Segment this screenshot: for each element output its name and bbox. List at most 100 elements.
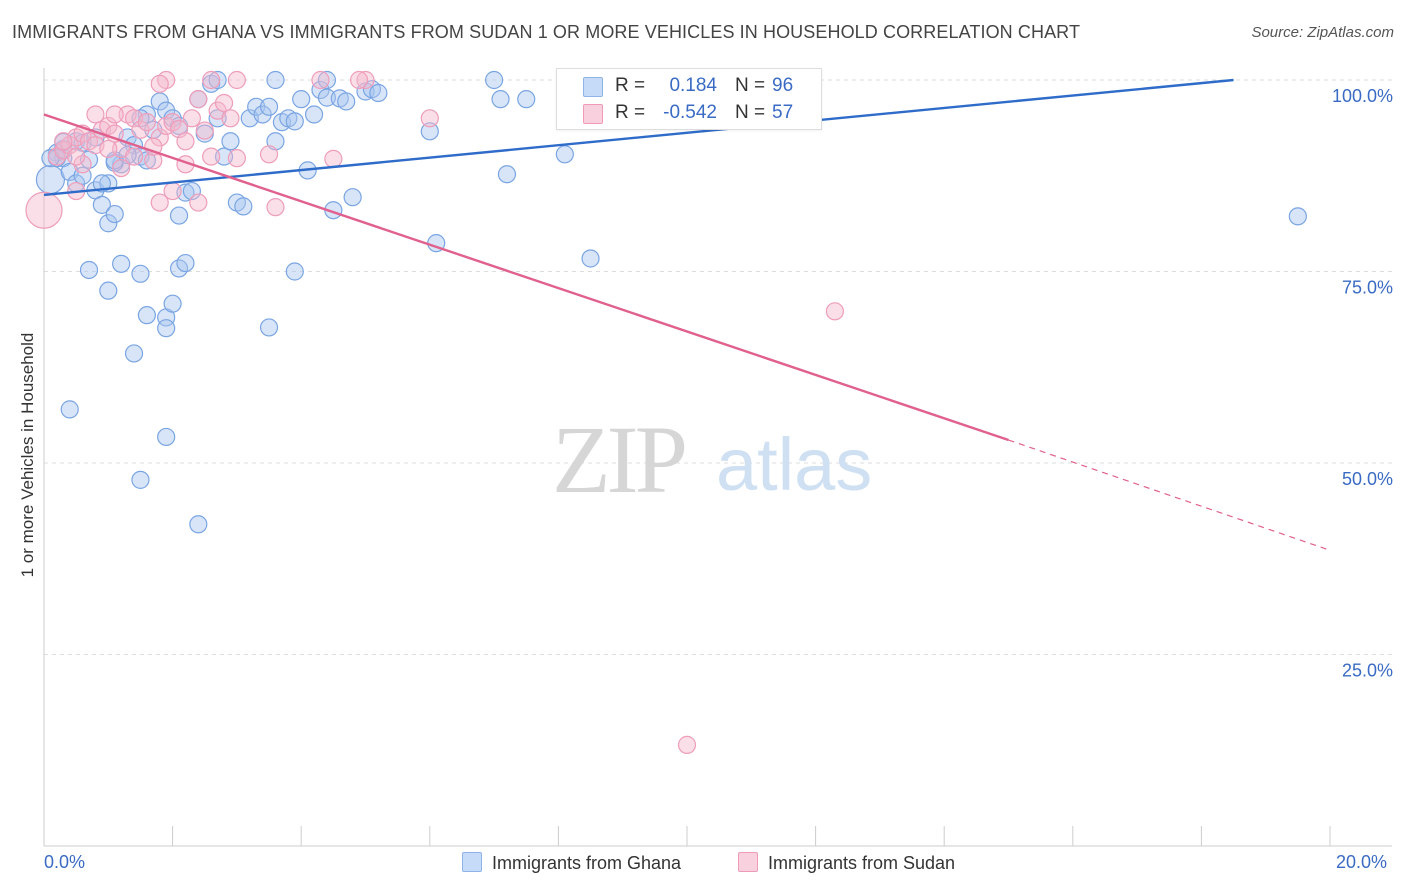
ghana-point bbox=[555, 145, 574, 164]
y-tick-label: 25.0% bbox=[1342, 661, 1393, 681]
sudan-point bbox=[221, 109, 240, 128]
ghana-point bbox=[99, 214, 118, 233]
bottom-legend-swatch-sudan bbox=[738, 852, 758, 872]
y-tick-label: 50.0% bbox=[1342, 469, 1393, 489]
ghana-point bbox=[163, 294, 182, 313]
legend-swatch-ghana bbox=[583, 77, 603, 97]
legend-r-label: R = bbox=[615, 75, 646, 96]
ghana-point bbox=[317, 70, 337, 90]
legend-row-sudan: R = -0.542 N = 57 bbox=[557, 100, 821, 128]
ghana-point bbox=[337, 92, 356, 111]
chart-title: IMMIGRANTS FROM GHANA VS IMMIGRANTS FROM… bbox=[12, 22, 1081, 42]
ghana-point bbox=[208, 109, 227, 128]
ghana-point bbox=[259, 318, 279, 337]
sudan-point bbox=[677, 735, 697, 754]
ghana-point bbox=[182, 181, 201, 201]
ghana-point bbox=[1288, 207, 1307, 226]
ghana-point bbox=[189, 515, 208, 534]
ghana-point bbox=[137, 306, 156, 325]
stats-legend: R = 0.184 N = 96 R = -0.542 N = 57 bbox=[556, 68, 822, 130]
legend-r-value-sudan: -0.542 bbox=[663, 102, 717, 123]
ghana-point bbox=[491, 90, 510, 109]
ghana-point bbox=[131, 264, 150, 283]
ghana-point bbox=[92, 195, 111, 214]
sudan-point bbox=[227, 70, 246, 90]
sudan-point bbox=[227, 149, 246, 168]
ghana-point bbox=[79, 260, 99, 280]
ghana-point bbox=[124, 344, 144, 363]
sudan-point bbox=[150, 128, 169, 147]
y-tick-labels: 100.0% 75.0% 50.0% 25.0% bbox=[1332, 86, 1393, 681]
ghana-point bbox=[292, 90, 311, 109]
sudan-point bbox=[25, 191, 63, 229]
bottom-legend-ghana: Immigrants from Ghana bbox=[462, 852, 681, 874]
bottom-legend-ghana-label: Immigrants from Ghana bbox=[492, 853, 682, 873]
sudan-point bbox=[259, 145, 279, 164]
sudan-point bbox=[137, 113, 156, 132]
sudan-point bbox=[86, 105, 105, 124]
ghana-point bbox=[105, 204, 124, 224]
sudan-point bbox=[176, 132, 195, 151]
ghana-point bbox=[176, 253, 195, 273]
ghana-point bbox=[169, 206, 189, 225]
sudan-point bbox=[124, 147, 144, 166]
legend-n-label: N = bbox=[735, 75, 766, 96]
ghana-point bbox=[420, 122, 439, 141]
ghana-point bbox=[221, 132, 240, 151]
bottom-legend-sudan-label: Immigrants from Sudan bbox=[768, 853, 956, 873]
sudan-point bbox=[150, 74, 169, 93]
series-sudan-points bbox=[25, 70, 844, 754]
legend-swatch-sudan bbox=[583, 104, 603, 124]
legend-r-value-ghana: 0.184 bbox=[669, 75, 717, 96]
sudan-point bbox=[150, 193, 169, 212]
sudan-point bbox=[163, 113, 182, 132]
ghana-point bbox=[304, 105, 324, 124]
ghana-point bbox=[485, 70, 504, 90]
ghana-point bbox=[343, 188, 362, 207]
series-ghana-points bbox=[35, 70, 1307, 534]
y-tick-label: 100.0% bbox=[1332, 86, 1393, 106]
ghana-point bbox=[234, 197, 253, 216]
axes bbox=[43, 68, 1392, 847]
ghana-point bbox=[208, 70, 227, 90]
trend-line-sudan-extension bbox=[1008, 439, 1331, 551]
y-axis-label: 1 or more Vehicles in Household bbox=[18, 332, 37, 578]
ghana-point bbox=[285, 262, 304, 281]
trend-line-ghana bbox=[43, 78, 1234, 197]
sudan-point bbox=[105, 105, 124, 124]
ghana-point bbox=[157, 427, 176, 447]
bottom-legend-swatch-ghana bbox=[462, 852, 482, 872]
ghana-point bbox=[92, 174, 111, 193]
sudan-point bbox=[420, 109, 439, 128]
watermark-zip: ZIP bbox=[552, 406, 685, 513]
sudan-point bbox=[324, 149, 343, 168]
ghana-point bbox=[259, 97, 279, 116]
ghana-point bbox=[317, 88, 337, 107]
ghana-point bbox=[112, 254, 131, 273]
ghana-point bbox=[497, 165, 517, 184]
x-axis-max-label: 20.0% bbox=[1336, 852, 1388, 872]
sudan-point bbox=[311, 70, 330, 90]
sudan-point bbox=[112, 158, 131, 178]
ghana-point bbox=[157, 319, 176, 338]
source-label: Source: ZipAtlas.com bbox=[1251, 24, 1394, 41]
sudan-point bbox=[266, 198, 285, 217]
sudan-point bbox=[195, 121, 214, 140]
ghana-point bbox=[60, 400, 79, 419]
bottom-legend-sudan: Immigrants from Sudan bbox=[738, 852, 955, 874]
ghana-point bbox=[285, 112, 304, 131]
ghana-point bbox=[517, 90, 536, 109]
sudan-point bbox=[189, 90, 208, 109]
sudan-point bbox=[202, 147, 221, 166]
ghana-point bbox=[150, 92, 169, 111]
sudan-point bbox=[163, 181, 182, 201]
sudan-point bbox=[99, 139, 118, 159]
x-axis-min-label: 0.0% bbox=[44, 852, 86, 872]
legend-r-label: R = bbox=[615, 102, 646, 123]
sudan-point bbox=[349, 70, 369, 90]
sudan-point bbox=[202, 70, 221, 90]
gridlines bbox=[44, 79, 1392, 655]
ghana-point bbox=[35, 164, 66, 195]
y-tick-label: 75.0% bbox=[1342, 278, 1393, 298]
